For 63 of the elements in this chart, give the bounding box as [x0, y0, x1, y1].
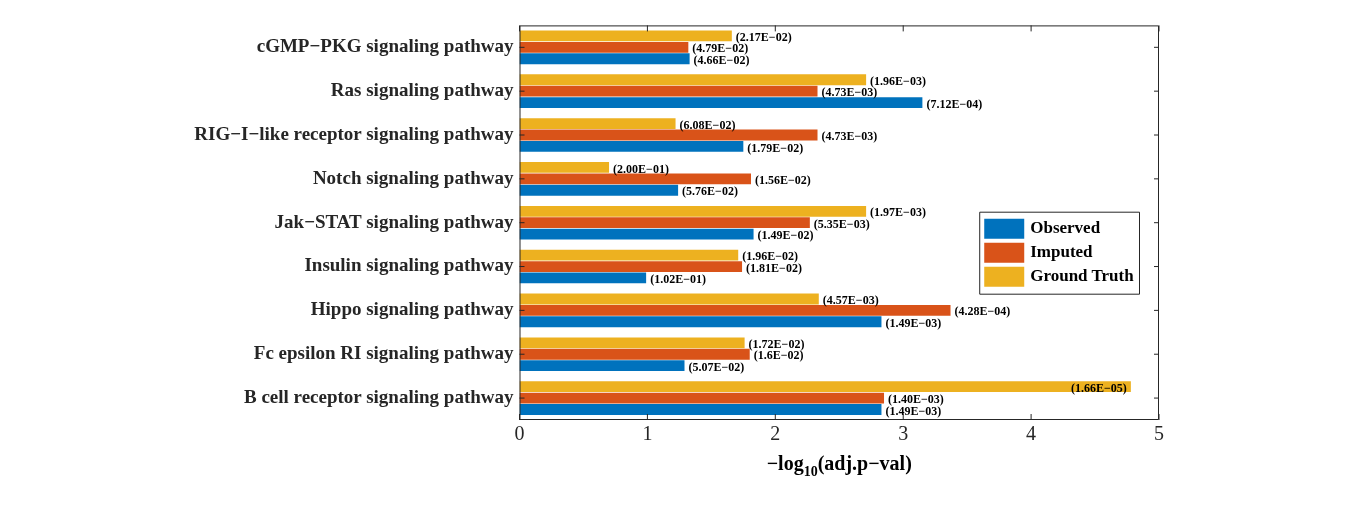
- y-tick-label: Hippo signaling pathway: [310, 298, 514, 320]
- y-tick-label: cGMP−PKG signaling pathway: [256, 35, 514, 57]
- x-tick-label: 5: [1154, 422, 1164, 445]
- data-label: (1.49E−03): [885, 315, 942, 330]
- bar: [519, 141, 744, 152]
- y-tick-label: Jak−STAT signaling pathway: [274, 210, 514, 232]
- bar: [519, 404, 882, 415]
- data-label: (4.73E−03): [821, 129, 878, 144]
- data-label: (1.72E−02): [748, 336, 805, 351]
- y-tick-label: B cell receptor signaling pathway: [243, 385, 514, 407]
- legend-label: Observed: [1030, 218, 1101, 238]
- data-label: (4.28E−04): [954, 304, 1011, 319]
- data-label: (1.40E−03): [888, 392, 944, 407]
- data-label: (1.97E−03): [870, 205, 926, 220]
- bar: [519, 392, 885, 404]
- x-tick-label: 0: [514, 422, 525, 445]
- data-label: (6.08E−02): [679, 117, 736, 132]
- bar: [519, 118, 676, 130]
- data-label: (1.56E−02): [755, 172, 811, 187]
- data-label: (2.00E−01): [613, 161, 669, 176]
- bar: [519, 85, 818, 97]
- data-label: (4.57E−03): [822, 293, 879, 308]
- bar: [519, 381, 1131, 393]
- bar: [519, 261, 743, 272]
- bar: [519, 337, 745, 349]
- x-tick-label: 1: [642, 422, 653, 445]
- data-label: (1.96E−02): [742, 249, 799, 264]
- bar: [519, 205, 867, 217]
- bar: [519, 228, 754, 240]
- data-label: (1.79E−02): [747, 140, 804, 155]
- data-label: (1.02E−01): [650, 272, 706, 287]
- legend-label: Ground Truth: [1030, 266, 1135, 286]
- y-tick-label: Insulin signaling pathway: [304, 254, 515, 276]
- data-label: (7.12E−04): [926, 96, 983, 111]
- bar: [519, 293, 819, 305]
- bar: [519, 360, 685, 372]
- bar: [519, 217, 810, 229]
- legend-label: Imputed: [1030, 242, 1094, 262]
- bar: [519, 272, 647, 284]
- bar: [519, 249, 739, 261]
- bar: [519, 184, 679, 196]
- bar: [519, 348, 750, 360]
- data-label: (5.07E−02): [688, 359, 745, 374]
- x-tick-label: 4: [1026, 422, 1037, 445]
- y-tick-label: RIG−I−like receptor signaling pathway: [194, 122, 515, 144]
- data-label: (5.35E−03): [813, 216, 870, 231]
- y-tick-label: Notch signaling pathway: [312, 166, 514, 188]
- bar: [519, 97, 923, 108]
- bar: [519, 162, 610, 173]
- data-label: (5.76E−02): [682, 184, 738, 199]
- bar: [519, 53, 690, 65]
- y-tick-label: Ras signaling pathway: [330, 79, 514, 101]
- data-label: (1.96E−03): [870, 73, 926, 88]
- x-tick-label: 2: [770, 422, 781, 445]
- data-label: (2.17E−02): [735, 30, 792, 45]
- bar: [519, 74, 867, 86]
- data-label: (1.49E−02): [757, 228, 814, 243]
- bar: [519, 30, 732, 42]
- x-tick-label: 3: [898, 422, 909, 445]
- data-label: (1.66E−05): [1071, 380, 1127, 395]
- bar: [519, 41, 689, 53]
- y-tick-label: Fc epsilon RI signaling pathway: [253, 342, 514, 364]
- bar: [519, 316, 882, 328]
